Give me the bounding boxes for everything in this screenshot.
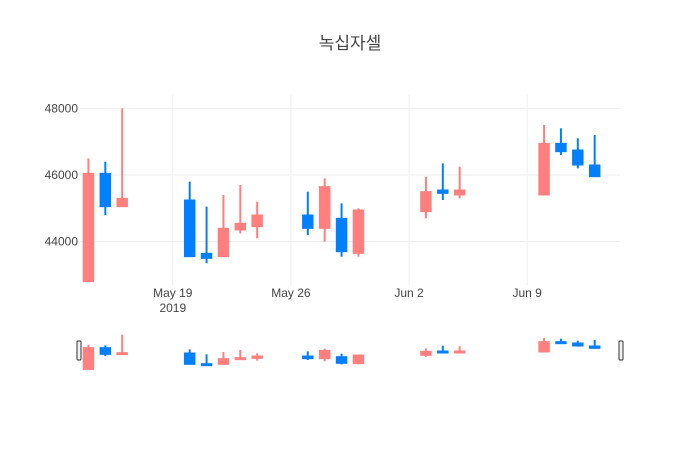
candles — [82, 108, 601, 283]
chart-title: 녹십자셀 — [319, 34, 382, 54]
candle-mini — [183, 349, 196, 365]
candle-mini — [588, 340, 601, 349]
candle — [99, 161, 112, 215]
candle-mini — [82, 344, 95, 370]
candle-mini — [420, 348, 432, 357]
candle-body — [335, 217, 348, 253]
candle — [200, 206, 213, 264]
candle — [572, 138, 584, 169]
y-tick-label: 46000 — [45, 168, 79, 182]
candle-body — [116, 352, 128, 356]
candle-mini — [251, 353, 263, 361]
candle-body — [555, 341, 567, 345]
candle-body — [234, 222, 247, 231]
candle — [82, 158, 95, 283]
candle-body — [352, 209, 365, 254]
candle-body — [99, 172, 112, 208]
candle-body — [99, 347, 112, 355]
candle-body — [217, 227, 230, 258]
candle — [318, 178, 331, 242]
candle-body — [437, 350, 449, 354]
candle-body — [420, 191, 432, 213]
candle-body — [453, 350, 466, 354]
range-slider[interactable] — [76, 334, 624, 370]
candle — [555, 128, 567, 155]
candle-mini — [200, 354, 213, 367]
candle-body — [200, 252, 213, 259]
candle-body — [420, 350, 432, 356]
candle-body — [302, 355, 314, 360]
candle — [217, 195, 230, 258]
candle — [538, 125, 550, 196]
candle — [251, 201, 263, 239]
y-tick-label: 48000 — [45, 101, 79, 115]
grid-lines — [80, 95, 620, 285]
y-axis: 44000 46000 48000 — [45, 101, 79, 248]
candle-body — [234, 357, 247, 361]
candle-mini — [234, 350, 247, 361]
candle — [234, 185, 247, 234]
candle-mini — [453, 346, 466, 354]
candle-body — [538, 341, 550, 353]
candle-mini — [352, 354, 365, 365]
candle-body — [251, 214, 263, 228]
candle — [437, 163, 449, 200]
candle-mini — [335, 353, 348, 365]
candle-body — [251, 355, 263, 359]
candle-body — [82, 172, 95, 283]
candle-body — [588, 345, 601, 349]
candle-body — [318, 349, 331, 360]
candle-mini — [99, 345, 112, 356]
candle — [453, 166, 466, 199]
candle — [420, 176, 432, 219]
candle-body — [555, 142, 567, 153]
candle-mini — [572, 340, 584, 347]
candle-body — [302, 214, 314, 229]
candle-body — [318, 186, 331, 229]
candle-body — [453, 189, 466, 196]
candle-body — [538, 142, 550, 196]
candle-body — [572, 342, 584, 347]
candle-mini — [116, 334, 128, 356]
candle-mini — [555, 338, 567, 345]
candle — [352, 208, 365, 257]
x-tick-label: Jun 2 — [394, 286, 424, 300]
candle-body — [588, 164, 601, 178]
candle-body — [116, 197, 128, 208]
candle-body — [335, 356, 348, 364]
candle-mini — [538, 338, 550, 353]
range-slider-left-handle[interactable] — [76, 340, 82, 361]
candle — [116, 108, 128, 208]
candle-body — [200, 363, 213, 367]
candle-body — [183, 352, 196, 365]
candle-mini — [302, 351, 314, 360]
candle — [588, 135, 601, 178]
candle-mini — [437, 345, 449, 354]
candle — [302, 191, 314, 235]
candle-body — [217, 358, 230, 365]
candle-body — [82, 347, 95, 370]
candle-mini — [318, 348, 331, 362]
x-tick-year-label: 2019 — [159, 301, 186, 315]
candle-body — [183, 199, 196, 258]
candle-mini — [217, 352, 230, 365]
x-tick-label: May 26 — [271, 286, 311, 300]
y-tick-label: 44000 — [45, 235, 79, 249]
x-tick-label: May 19 — [153, 286, 193, 300]
candle-body — [572, 149, 584, 166]
candle-body — [437, 189, 449, 194]
candle — [335, 203, 348, 257]
candle-body — [352, 354, 365, 365]
x-tick-label: Jun 9 — [513, 286, 543, 300]
range-slider-right-handle[interactable] — [618, 340, 624, 361]
candle — [183, 181, 196, 258]
